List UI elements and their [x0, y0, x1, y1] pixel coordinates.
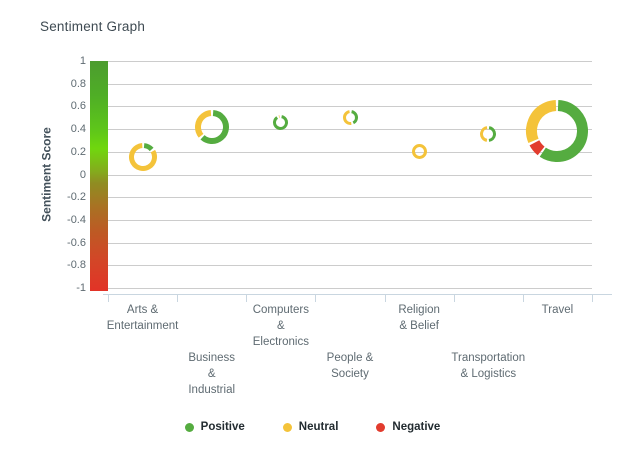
- donut-segment-neutral: [342, 110, 358, 126]
- data-point-donut-religion-belief[interactable]: [411, 143, 428, 160]
- gridline: [108, 265, 592, 267]
- legend-dot-icon-positive: [184, 422, 194, 432]
- data-point-donut-computers-electronics[interactable]: [272, 114, 289, 131]
- gridline: [108, 151, 592, 153]
- x-axis-tick: [246, 294, 248, 302]
- y-tick-label: -0.8: [67, 259, 86, 272]
- x-axis-label-line: & Belief: [399, 320, 439, 332]
- x-axis-label-people-society: People & Society: [295, 350, 405, 382]
- y-tick-label: 0.2: [70, 145, 86, 158]
- gridline: [108, 242, 592, 244]
- data-point-donut-arts-entertainment[interactable]: [128, 142, 158, 172]
- x-axis-tick: [177, 294, 179, 302]
- legend-label: Neutral: [298, 421, 339, 433]
- legend-dot-icon-neutral: [282, 422, 292, 432]
- data-point-donut-travel[interactable]: [525, 99, 589, 163]
- donut-segment-neutral: [411, 144, 427, 160]
- x-axis-label-line: Entertainment: [106, 320, 179, 332]
- donut-segment-positive: [273, 114, 289, 130]
- x-axis-tick: [108, 294, 109, 302]
- sentiment-color-scale-bar: [90, 61, 108, 291]
- y-tick-label: 1: [79, 55, 86, 67]
- legend-item-negative[interactable]: Negative: [376, 421, 440, 433]
- legend-item-positive[interactable]: Positive: [184, 421, 245, 433]
- donut-segment-neutral: [480, 125, 497, 142]
- x-axis-tick: [384, 294, 386, 302]
- x-axis-label-line: Business: [188, 352, 236, 364]
- y-tick-label: -0.4: [67, 213, 86, 226]
- x-axis-label-transportation-logistics: Transportation & Logistics: [433, 350, 543, 382]
- x-axis-label-line: &: [207, 368, 216, 380]
- y-tick-label: -0.2: [67, 191, 86, 204]
- x-axis-line: [103, 294, 612, 295]
- y-tick-label: 0.4: [70, 123, 86, 136]
- x-axis-label-line: Computers: [252, 304, 309, 316]
- x-axis-label-computers-electronics: Computers & Electronics: [226, 302, 336, 350]
- data-point-donut-business-industrial[interactable]: [194, 109, 230, 145]
- legend-dot-icon-negative: [376, 422, 386, 432]
- y-tick-label: -0.6: [67, 236, 86, 249]
- x-axis-tick: [453, 294, 455, 302]
- donut-segment-neutral: [128, 143, 157, 172]
- donut-segment-positive: [480, 125, 497, 142]
- legend-label: Positive: [200, 421, 245, 433]
- gridline: [108, 83, 592, 85]
- x-axis-label-line: People &: [326, 352, 374, 364]
- y-tick-label: 0.6: [70, 100, 86, 113]
- gridline: [108, 106, 592, 108]
- x-axis-label-line: &: [277, 320, 285, 332]
- x-axis-label-arts-entertainment: Arts & Entertainment: [88, 302, 198, 334]
- x-axis-label-religion-belief: Religion & Belief: [364, 302, 474, 334]
- y-tick-label: 0.8: [70, 77, 86, 90]
- x-axis-label-line: & Logistics: [460, 368, 517, 380]
- x-axis-label-line: Industrial: [188, 384, 236, 396]
- chart-title: Sentiment Graph: [40, 19, 146, 34]
- x-axis-label-line: Electronics: [252, 336, 309, 348]
- donut-segment-positive: [526, 100, 589, 163]
- legend: Positive Neutral Negative: [0, 421, 625, 433]
- x-axis-tick: [592, 294, 593, 302]
- x-axis-label-business-industrial: Business & Industrial: [157, 350, 267, 398]
- x-axis-label-line: Travel: [541, 304, 574, 316]
- donut-segment-positive: [128, 143, 157, 172]
- gridline: [108, 129, 592, 131]
- gridline: [108, 174, 592, 176]
- gridline: [108, 219, 592, 221]
- x-axis-label-travel: Travel: [502, 302, 612, 318]
- gridline: [108, 61, 592, 62]
- y-tick-label: 0: [79, 168, 86, 181]
- x-axis-label-line: Society: [331, 368, 369, 380]
- gridline: [108, 197, 592, 199]
- legend-label: Negative: [392, 421, 441, 433]
- x-axis-label-line: Arts &: [126, 304, 159, 316]
- gridline: [108, 288, 592, 289]
- x-axis-label-line: Religion: [398, 304, 440, 316]
- data-point-donut-people-society[interactable]: [342, 109, 359, 126]
- x-axis-tick: [315, 294, 317, 302]
- y-tick-label: -1: [76, 282, 86, 294]
- legend-item-neutral[interactable]: Neutral: [282, 421, 339, 433]
- x-axis-tick: [522, 294, 524, 302]
- x-axis-label-line: Transportation: [451, 352, 526, 364]
- data-point-donut-transportation-logistics[interactable]: [479, 125, 497, 143]
